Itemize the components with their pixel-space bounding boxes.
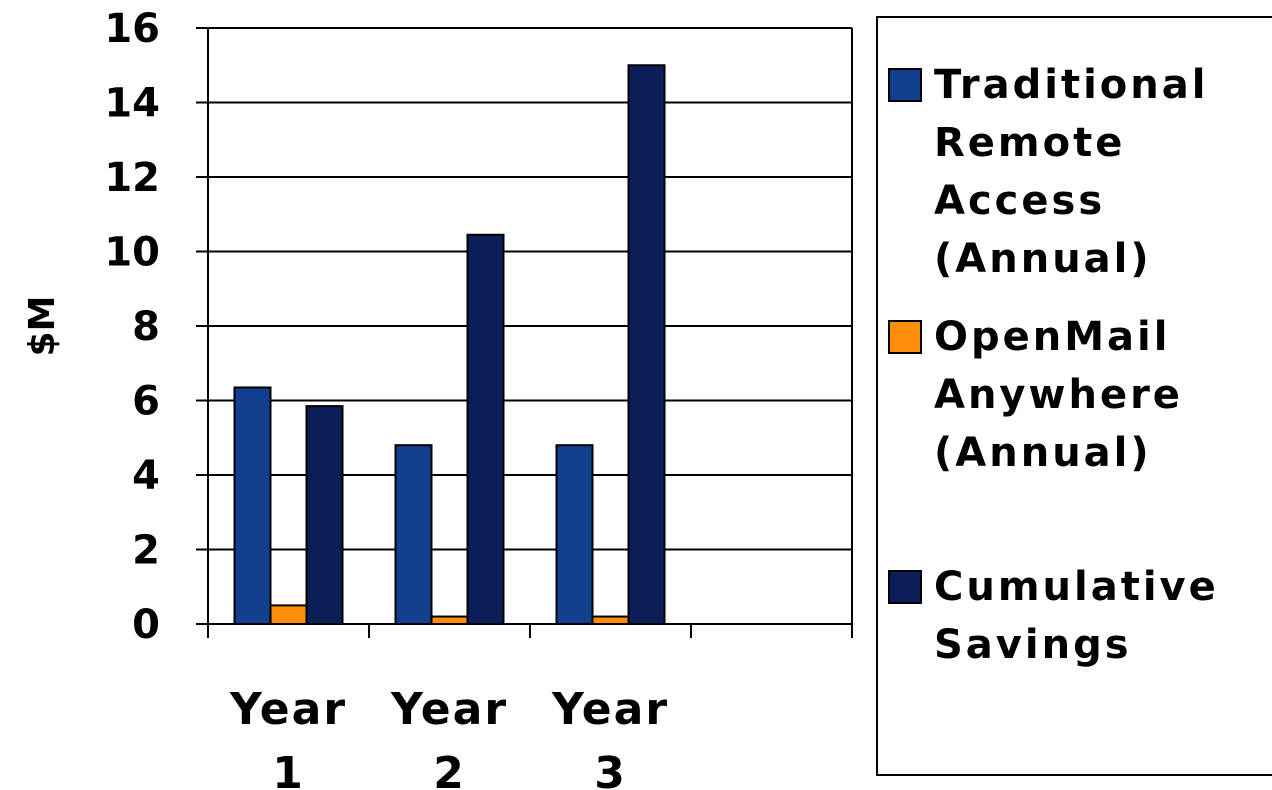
bar: [269, 604, 308, 625]
legend-swatch-cumulative-savings: [888, 570, 922, 604]
y-tick-label: 6: [132, 379, 160, 425]
y-tick-label: 16: [104, 6, 160, 52]
x-category-labels: Year 1 Year 2 Year 3: [229, 684, 669, 790]
legend: Traditional Remote Access (Annual) OpenM…: [876, 16, 1272, 776]
legend-item-cumulative-savings: Cumulative Savings: [888, 558, 1264, 674]
bar: [555, 444, 594, 626]
y-tick-label: 14: [104, 81, 160, 127]
legend-swatch-openmail-anywhere: [888, 320, 922, 354]
y-tick-label: 0: [132, 602, 160, 648]
bar: [394, 444, 433, 626]
bar: [466, 233, 505, 626]
legend-swatch-traditional-remote-access: [888, 68, 922, 102]
bar: [430, 615, 469, 625]
bar: [233, 386, 272, 625]
legend-label: Cumulative Savings: [934, 564, 1219, 668]
y-tick-label: 8: [132, 304, 160, 350]
gridlines: [208, 27, 852, 551]
y-tick-label: 10: [104, 230, 160, 276]
y-tick-labels: 0 2 4 6 8 10 12 14 16: [104, 6, 160, 648]
y-tick-label: 4: [132, 453, 160, 499]
legend-item-openmail-anywhere: OpenMail Anywhere (Annual): [888, 308, 1264, 482]
bars: [233, 64, 666, 626]
bar: [627, 64, 666, 625]
x-category-label: Year: [229, 684, 347, 735]
x-category-label: Year: [551, 684, 669, 735]
bar: [591, 615, 630, 625]
legend-item-traditional-remote-access: Traditional Remote Access (Annual): [888, 56, 1264, 288]
x-category-label: 1: [272, 748, 305, 790]
x-category-label: Year: [390, 684, 508, 735]
legend-label: Traditional Remote Access (Annual): [934, 62, 1209, 282]
x-category-label: 3: [594, 748, 627, 790]
x-category-label: 2: [433, 748, 466, 790]
bar: [305, 405, 344, 625]
y-tick-label: 2: [132, 528, 160, 574]
axes: [196, 27, 853, 638]
legend-label: OpenMail Anywhere (Annual): [934, 314, 1183, 476]
y-axis-label: $M: [22, 296, 63, 357]
chart: 0 2 4 6 8 10 12 14 16 Year 1 Year 2 Year 3 $M: [22, 6, 853, 790]
y-tick-label: 12: [104, 155, 160, 201]
